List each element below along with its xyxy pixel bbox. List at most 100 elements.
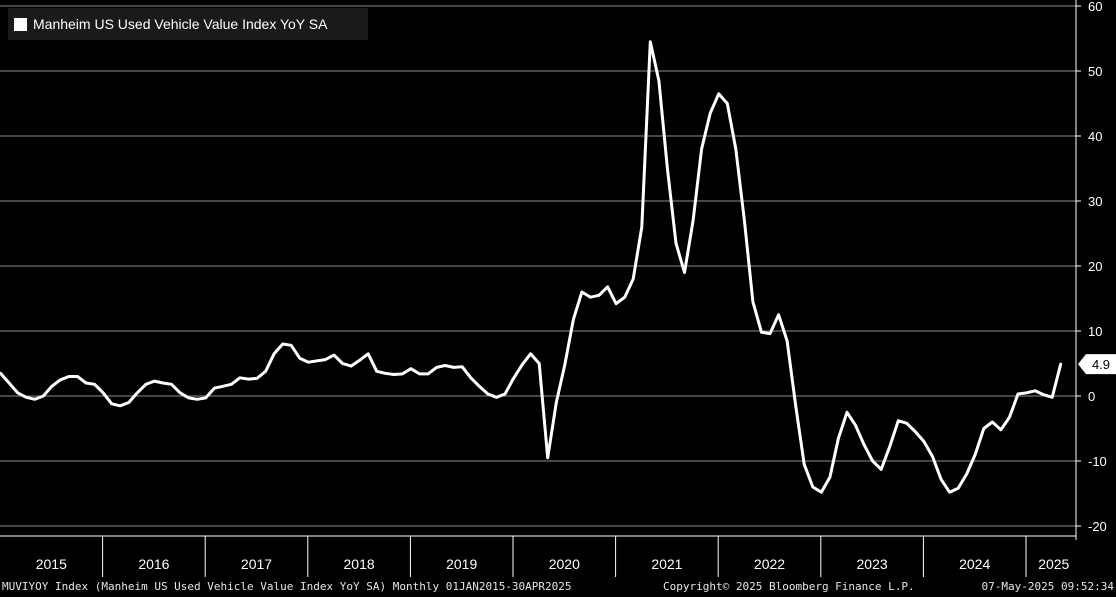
data-point bbox=[572, 318, 574, 320]
data-point bbox=[538, 362, 540, 365]
data-point bbox=[521, 364, 523, 366]
y-tick-label: 0 bbox=[1088, 389, 1095, 404]
data-point bbox=[307, 361, 309, 363]
data-point bbox=[359, 359, 361, 361]
y-tick-label: 40 bbox=[1088, 129, 1102, 144]
x-tick-label: 2018 bbox=[344, 556, 375, 572]
data-point bbox=[367, 353, 369, 355]
footer-copyright: Copyright© 2025 Bloomberg Finance L.P. bbox=[663, 580, 915, 593]
data-point bbox=[906, 422, 908, 424]
data-point bbox=[726, 102, 728, 105]
data-point bbox=[213, 387, 215, 389]
data-point bbox=[837, 437, 840, 439]
data-point bbox=[615, 303, 617, 305]
data-point bbox=[256, 377, 258, 380]
data-point bbox=[162, 382, 164, 384]
data-point bbox=[8, 382, 10, 384]
data-point bbox=[1008, 416, 1011, 419]
data-point bbox=[196, 398, 198, 400]
data-point bbox=[1025, 392, 1028, 394]
data-point bbox=[880, 468, 882, 471]
data-point bbox=[983, 427, 985, 430]
data-point bbox=[547, 457, 549, 459]
data-point bbox=[649, 41, 651, 43]
data-point bbox=[564, 364, 566, 366]
data-point bbox=[418, 373, 421, 375]
x-tick-label: 2016 bbox=[138, 556, 169, 572]
data-point bbox=[1034, 390, 1036, 392]
gridlines bbox=[0, 5, 1076, 527]
data-point bbox=[769, 333, 771, 335]
y-tick-label: 60 bbox=[1088, 0, 1102, 14]
data-point bbox=[239, 377, 241, 379]
data-point bbox=[76, 375, 79, 378]
data-point bbox=[581, 291, 583, 293]
data-point bbox=[897, 420, 899, 422]
footer-timestamp: 07-May-2025 09:52:34 bbox=[981, 580, 1114, 593]
last-value-group: 4.9 bbox=[1078, 354, 1116, 375]
data-point bbox=[51, 385, 53, 387]
data-point bbox=[889, 446, 891, 448]
data-point bbox=[872, 460, 874, 462]
data-point bbox=[25, 396, 27, 398]
data-point bbox=[829, 476, 831, 478]
data-point bbox=[247, 378, 250, 380]
data-point bbox=[264, 370, 267, 372]
data-point bbox=[495, 396, 497, 398]
data-point bbox=[820, 491, 822, 493]
data-point bbox=[102, 392, 104, 394]
data-point bbox=[743, 219, 745, 222]
data-point bbox=[530, 353, 532, 355]
data-point bbox=[487, 393, 489, 395]
data-point bbox=[589, 296, 592, 298]
data-point bbox=[188, 397, 190, 399]
data-point bbox=[1017, 393, 1019, 395]
data-point bbox=[914, 431, 916, 433]
data-point bbox=[316, 360, 318, 362]
data-point bbox=[93, 383, 96, 385]
data-point bbox=[341, 362, 344, 365]
y-tick-label: -10 bbox=[1088, 454, 1107, 469]
data-point bbox=[863, 444, 865, 446]
y-tick-label: 50 bbox=[1088, 64, 1102, 79]
data-point bbox=[948, 491, 951, 493]
data-point bbox=[957, 487, 959, 489]
y-tick-label: -20 bbox=[1088, 519, 1107, 534]
data-point bbox=[1043, 394, 1045, 396]
data-point bbox=[444, 364, 446, 367]
data-point bbox=[846, 411, 848, 413]
x-tick-label: 2023 bbox=[857, 556, 888, 572]
data-point bbox=[290, 344, 292, 346]
x-tick-label: 2015 bbox=[36, 556, 67, 572]
last-value-label: 4.9 bbox=[1092, 357, 1110, 372]
data-point bbox=[153, 380, 155, 382]
data-point bbox=[68, 375, 70, 378]
footer-series-info: MUVIYOY Index (Manheim US Used Vehicle V… bbox=[2, 580, 572, 593]
data-point bbox=[795, 405, 797, 407]
data-point bbox=[923, 440, 925, 443]
data-point bbox=[1000, 429, 1002, 431]
data-point bbox=[205, 397, 207, 399]
legend-swatch bbox=[14, 17, 27, 31]
data-point bbox=[324, 359, 326, 361]
data-point bbox=[410, 368, 412, 370]
data-point bbox=[0, 372, 2, 374]
data-point bbox=[752, 301, 754, 303]
data-point bbox=[427, 373, 429, 375]
line-chart: 60 50 40 30 20 10 0 -10 -20 2015 2016 2017 2018 2019… bbox=[0, 0, 1116, 578]
data-point bbox=[606, 286, 609, 288]
data-point bbox=[735, 148, 737, 150]
data-point bbox=[760, 331, 763, 333]
data-point bbox=[940, 478, 942, 480]
data-point bbox=[683, 271, 686, 274]
data-point bbox=[282, 343, 284, 345]
data-point bbox=[85, 382, 87, 384]
data-point bbox=[128, 401, 130, 404]
y-axis: 60 50 40 30 20 10 0 -10 -20 bbox=[1075, 0, 1107, 540]
data-point bbox=[350, 365, 352, 367]
data-point bbox=[504, 393, 506, 395]
data-point bbox=[991, 421, 993, 423]
data-point bbox=[435, 366, 438, 368]
data-point bbox=[170, 383, 173, 385]
x-tick-label: 2017 bbox=[241, 556, 272, 572]
